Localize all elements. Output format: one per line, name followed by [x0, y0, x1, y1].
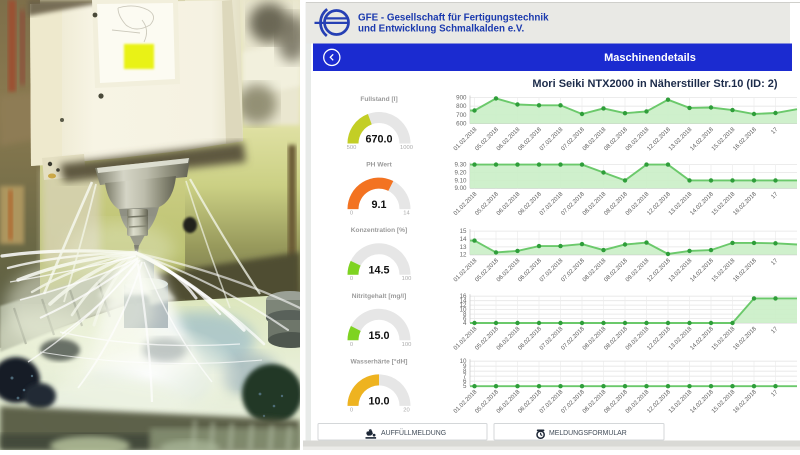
svg-text:14: 14: [460, 236, 467, 243]
svg-text:8: 8: [463, 368, 467, 375]
svg-text:670.0: 670.0: [365, 133, 392, 145]
svg-text:500: 500: [347, 145, 357, 151]
svg-text:0: 0: [350, 407, 353, 413]
svg-text:15.0: 15.0: [368, 330, 389, 342]
svg-text:0: 0: [350, 342, 353, 348]
svg-text:Konzentration [%]: Konzentration [%]: [351, 227, 407, 234]
svg-text:Maschinendetails: Maschinendetails: [604, 52, 696, 64]
svg-text:Nitritgehalt [mg/l]: Nitritgehalt [mg/l]: [352, 293, 407, 300]
svg-text:9: 9: [463, 363, 467, 370]
svg-text:1000: 1000: [400, 145, 413, 151]
svg-text:AUFFÜLLMELDUNG: AUFFÜLLMELDUNG: [381, 429, 446, 437]
svg-text:PH Wert: PH Wert: [366, 162, 392, 169]
svg-text:800: 800: [456, 103, 467, 110]
svg-text:9.10: 9.10: [454, 177, 467, 184]
svg-text:6: 6: [463, 315, 467, 322]
svg-text:Wasserhärte [°dH]: Wasserhärte [°dH]: [351, 357, 408, 365]
svg-text:6: 6: [463, 378, 467, 385]
svg-text:17: 17: [770, 258, 779, 267]
svg-text:9.00: 9.00: [454, 185, 467, 192]
svg-text:Mori Seiki NTX2000 in Nähersti: Mori Seiki NTX2000 in Näherstiller Str.1…: [532, 78, 777, 90]
svg-text:9.1: 9.1: [371, 199, 386, 211]
svg-text:14: 14: [460, 298, 467, 305]
svg-text:Fullstand [l]: Fullstand [l]: [360, 96, 397, 103]
svg-text:700: 700: [456, 112, 467, 119]
svg-text:MELDUNGSFORMULAR: MELDUNGSFORMULAR: [549, 430, 627, 437]
svg-text:13: 13: [460, 244, 467, 251]
svg-text:17: 17: [770, 326, 779, 335]
svg-text:9.30: 9.30: [454, 162, 467, 169]
svg-text:17: 17: [770, 389, 779, 398]
svg-text:14.5: 14.5: [368, 265, 389, 277]
svg-text:9.20: 9.20: [454, 169, 467, 176]
svg-text:8: 8: [463, 311, 467, 318]
svg-text:100: 100: [402, 342, 412, 348]
svg-text:10: 10: [460, 358, 467, 365]
svg-text:10: 10: [460, 307, 467, 314]
svg-text:17: 17: [770, 126, 779, 135]
svg-text:12: 12: [460, 302, 467, 309]
svg-text:900: 900: [456, 94, 467, 101]
svg-text:14: 14: [403, 211, 410, 217]
svg-text:100: 100: [402, 276, 412, 282]
svg-text:600: 600: [456, 121, 467, 128]
svg-text:20: 20: [403, 407, 409, 413]
svg-text:16: 16: [460, 293, 467, 300]
svg-text:10.0: 10.0: [368, 396, 389, 408]
svg-text:0: 0: [350, 211, 353, 217]
svg-text:12: 12: [460, 252, 467, 259]
svg-text:7: 7: [463, 373, 467, 380]
svg-text:17: 17: [770, 191, 779, 200]
svg-text:4: 4: [463, 320, 467, 327]
svg-text:5: 5: [463, 383, 467, 390]
svg-text:GFE - Gesellschaft für Fertigu: GFE - Gesellschaft für Fertigungstechnik: [358, 13, 549, 24]
svg-text:und Entwicklung Schmalkalden e: und Entwicklung Schmalkalden e.V.: [358, 24, 525, 35]
svg-text:0: 0: [350, 276, 353, 282]
svg-text:15: 15: [460, 228, 467, 235]
